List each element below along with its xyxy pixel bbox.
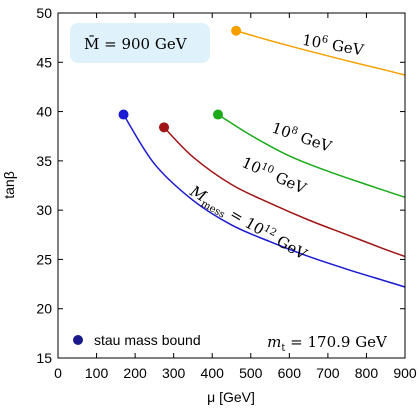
series-endpoint-3: [118, 109, 129, 120]
y-tick-label: 45: [36, 54, 52, 70]
x-axis-label: μ [GeV]: [207, 389, 255, 405]
curves: [122, 30, 406, 288]
series-endpoint-2: [159, 122, 170, 133]
series-line-1: [217, 113, 406, 199]
legend-marker: [73, 335, 83, 345]
x-tick-label: 700: [316, 365, 340, 381]
x-tick-label: 100: [85, 365, 109, 381]
series-line-3: [122, 114, 406, 288]
y-tick-label: 15: [36, 350, 52, 366]
y-tick-label: 25: [36, 251, 52, 267]
mbar-annotation: M̄ = 900 GeV: [84, 35, 188, 53]
y-axis-label: tanβ: [1, 171, 17, 199]
series-endpoint-1: [213, 109, 224, 120]
series-line-0: [235, 30, 406, 76]
series-label-0: 106 GeV: [301, 31, 366, 60]
y-tick-label: 50: [36, 5, 52, 21]
plot-frame: [57, 12, 406, 359]
x-tick-label: 300: [162, 365, 186, 381]
mbar-annotation-box: [70, 23, 210, 63]
y-tick-label: 35: [36, 153, 52, 169]
series-endpoint-0: [231, 25, 242, 36]
series-line-2: [163, 126, 406, 258]
y-tick-label: 30: [36, 202, 52, 218]
legend-label: stau mass bound: [94, 332, 201, 348]
mt-annotation: mt = 170.9 GeV: [267, 333, 388, 354]
y-tick-label: 20: [36, 301, 52, 317]
x-tick-label: 900: [393, 365, 417, 381]
x-tick-label: 600: [278, 365, 302, 381]
x-tick-label: 800: [355, 365, 379, 381]
x-tick-label: 200: [123, 365, 147, 381]
endpoints: [118, 25, 242, 133]
x-tick-label: 500: [239, 365, 263, 381]
x-tick-label: 400: [201, 365, 225, 381]
y-ticks: 15 20 25 30 35 40 45 50: [36, 5, 405, 366]
y-tick-label: 40: [36, 104, 52, 120]
mmess-label: Mmess = 1012 GeV: [185, 182, 311, 267]
x-tick-label: 0: [54, 365, 62, 381]
x-ticks: 0 100 200 300 400 500 600 700 800 900: [54, 13, 417, 381]
